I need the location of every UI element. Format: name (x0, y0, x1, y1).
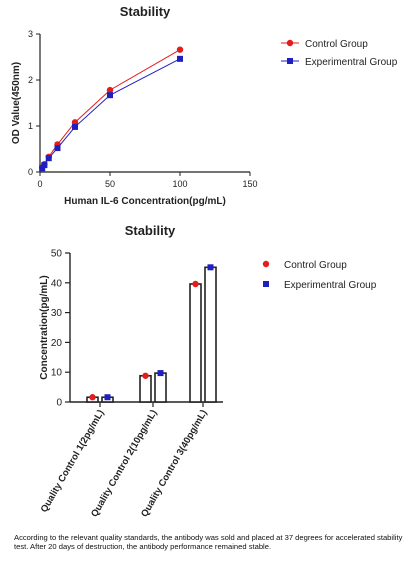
x-tick-label: 50 (105, 179, 115, 189)
data-point-series-2 (41, 162, 48, 169)
legend-label-1: Control Group (305, 39, 368, 50)
bar-marker-series-2 (157, 370, 164, 377)
y-tick-label: 2 (28, 75, 33, 85)
caption-text: According to the relevant quality standa… (14, 533, 403, 552)
bar-marker-series-1 (89, 394, 96, 401)
data-point-series-2 (39, 165, 46, 172)
y-tick-label: 50 (51, 249, 63, 260)
y-axis-label: Concentration(pg/mL) (39, 275, 50, 379)
y-tick-label: 30 (51, 308, 63, 319)
bar-series-1 (189, 283, 202, 403)
x-tick-label: 100 (172, 179, 187, 189)
chart-title: Stability (120, 4, 171, 19)
x-category-label: Quality Control 1(2pg/mL) (39, 408, 107, 515)
x-tick-label: 0 (37, 179, 42, 189)
bar-marker-series-2 (104, 394, 111, 401)
y-tick-label: 20 (51, 338, 63, 349)
data-point-series-2 (72, 123, 78, 130)
bar-marker-series-1 (142, 372, 149, 379)
data-point-series-1 (106, 86, 114, 94)
data-point-series-2 (177, 55, 183, 62)
bar-series-2 (154, 372, 167, 403)
y-tick-label: 10 (51, 368, 63, 379)
legend-label-2: Experimentral Group (305, 57, 398, 68)
bar-marker-series-1 (192, 280, 199, 288)
bar-series-1 (139, 374, 152, 403)
bar-series-2 (204, 266, 217, 403)
data-point-series-1 (176, 46, 184, 53)
x-tick-label: 150 (242, 179, 257, 189)
line-chart: Stability 0 1 2 3 0 50 100 150 Human IL-6 Concent… (11, 4, 398, 207)
bar-marker-series-2 (207, 264, 214, 271)
legend-marker-2 (263, 281, 269, 287)
data-point-series-2 (45, 155, 52, 162)
bar-chart: Stability 0 10 20 30 40 50 Concentration(pg/mL)… (39, 223, 377, 519)
y-tick-label: 3 (28, 29, 33, 39)
x-axis-label: Human IL-6 Concentration(pg/mL) (64, 196, 226, 207)
y-tick-label: 0 (56, 398, 62, 409)
y-tick-label: 1 (28, 121, 33, 131)
y-tick-label: 40 (51, 278, 63, 289)
chart-title: Stability (125, 223, 176, 238)
data-point-series-2 (54, 145, 61, 152)
data-point-series-2 (107, 92, 113, 99)
legend-marker-1 (262, 260, 270, 268)
legend-label-1: Control Group (284, 260, 347, 271)
y-axis-label: OD Value(450nm) (11, 62, 22, 144)
y-tick-label: 0 (28, 167, 33, 177)
legend-marker-1 (286, 39, 294, 47)
legend-marker-2 (287, 58, 293, 64)
legend-label-2: Experimentral Group (284, 280, 377, 291)
